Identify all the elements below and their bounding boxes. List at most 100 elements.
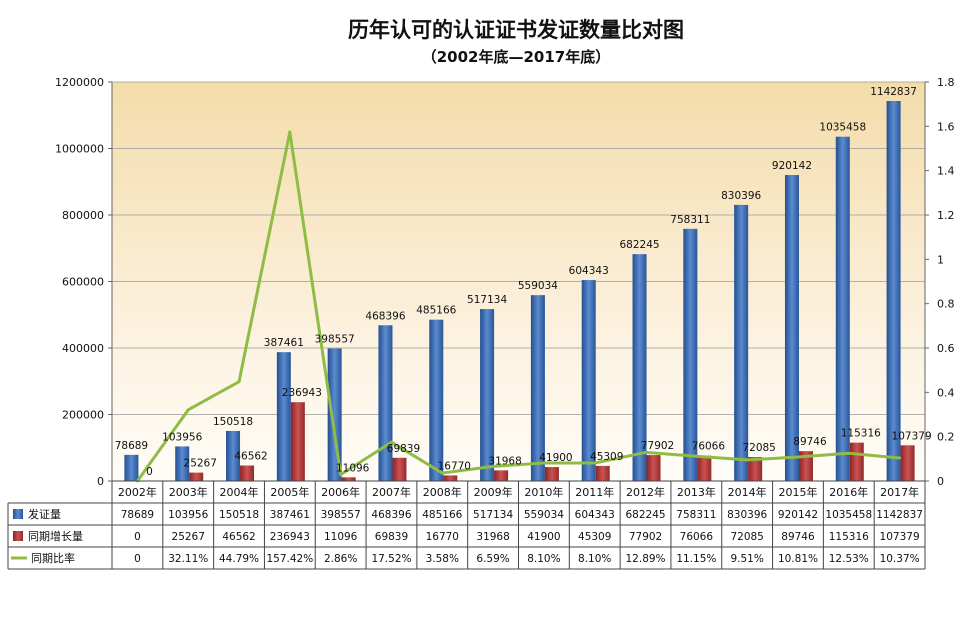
left-axis-tick-label: 200000 bbox=[62, 409, 104, 422]
right-axis-tick-label: 0.2 bbox=[937, 431, 955, 444]
data-label-growth: 41900 bbox=[539, 452, 572, 464]
bar-growth bbox=[697, 455, 712, 481]
ratio-point bbox=[593, 461, 597, 465]
data-label-growth: 76066 bbox=[692, 441, 726, 453]
left-axis-tick-label: 600000 bbox=[62, 276, 104, 289]
ratio-point bbox=[745, 458, 749, 462]
bar-growth bbox=[240, 465, 255, 481]
table-category: 2005年 bbox=[270, 485, 309, 499]
table-cell-growth: 25267 bbox=[172, 531, 205, 543]
legend-label-ratio: 同期比率 bbox=[31, 551, 75, 565]
bar-issued bbox=[378, 325, 393, 481]
table-cell-growth: 76066 bbox=[680, 531, 714, 543]
bar-growth bbox=[341, 477, 356, 481]
right-axis-tick-label: 0 bbox=[937, 475, 944, 488]
bar-growth bbox=[443, 475, 458, 481]
table-cell-ratio: 2.86% bbox=[324, 553, 357, 565]
table-cell-ratio: 8.10% bbox=[527, 553, 560, 565]
data-label-issued: 604343 bbox=[569, 265, 609, 277]
table-cell-issued: 1035458 bbox=[825, 509, 872, 521]
legend-key-growth bbox=[13, 531, 23, 541]
table-cell-growth: 115316 bbox=[829, 531, 869, 543]
bar-issued bbox=[530, 295, 545, 481]
bar-issued bbox=[835, 136, 850, 482]
table-cell-issued: 682245 bbox=[625, 509, 665, 521]
right-axis-tick-label: 0.6 bbox=[937, 342, 955, 355]
bar-growth bbox=[900, 445, 915, 481]
bar-growth bbox=[494, 470, 509, 481]
bar-growth bbox=[290, 402, 305, 481]
table-category: 2017年 bbox=[880, 485, 919, 499]
table-cell-issued: 150518 bbox=[219, 509, 259, 521]
right-axis-tick-label: 1.6 bbox=[937, 120, 955, 133]
ratio-point bbox=[288, 130, 292, 134]
legend-key-issued bbox=[13, 509, 23, 519]
bar-issued bbox=[226, 430, 241, 481]
bar-growth bbox=[392, 457, 407, 481]
table-category: 2016年 bbox=[829, 485, 868, 499]
table-cell-ratio: 9.51% bbox=[730, 553, 763, 565]
table-cell-growth: 72085 bbox=[730, 531, 763, 543]
data-label-issued: 830396 bbox=[721, 190, 761, 202]
table-cell-issued: 485166 bbox=[422, 509, 462, 521]
data-label-growth: 89746 bbox=[793, 436, 827, 448]
table-cell-issued: 758311 bbox=[676, 509, 716, 521]
ratio-point bbox=[542, 461, 546, 465]
data-label-growth: 46562 bbox=[234, 451, 267, 463]
right-axis-tick-label: 1.8 bbox=[937, 76, 955, 89]
table-category: 2013年 bbox=[677, 485, 716, 499]
ratio-point bbox=[491, 464, 495, 468]
table-cell-ratio: 8.10% bbox=[578, 553, 611, 565]
ratio-point bbox=[847, 451, 851, 455]
bar-issued bbox=[784, 175, 799, 481]
table-cell-growth: 89746 bbox=[781, 531, 815, 543]
ratio-point bbox=[440, 471, 444, 475]
table-cell-ratio: 44.79% bbox=[219, 553, 259, 565]
table-category: 2006年 bbox=[321, 485, 360, 499]
ratio-point bbox=[339, 473, 343, 477]
table-cell-growth: 46562 bbox=[222, 531, 255, 543]
table-cell-growth: 11096 bbox=[324, 531, 358, 543]
data-label-issued: 758311 bbox=[670, 214, 710, 226]
table-cell-issued: 398557 bbox=[321, 509, 361, 521]
table-cell-growth: 77902 bbox=[629, 531, 662, 543]
data-label-issued: 920142 bbox=[772, 160, 812, 172]
right-axis-tick-label: 0.8 bbox=[937, 298, 955, 311]
data-label-growth: 16770 bbox=[438, 460, 471, 472]
table-cell-ratio: 0 bbox=[134, 553, 141, 565]
bar-issued bbox=[276, 352, 291, 481]
table-cell-ratio: 11.15% bbox=[676, 553, 716, 565]
bar-issued bbox=[175, 446, 190, 481]
table-cell-issued: 78689 bbox=[121, 509, 154, 521]
ratio-point bbox=[186, 408, 190, 412]
data-label-issued: 398557 bbox=[315, 333, 355, 345]
left-axis-tick-label: 400000 bbox=[62, 342, 104, 355]
bars bbox=[124, 101, 915, 482]
bar-issued bbox=[886, 101, 901, 481]
data-label-growth: 115316 bbox=[841, 428, 881, 440]
table-cell-growth: 69839 bbox=[375, 531, 408, 543]
table-cell-ratio: 17.52% bbox=[371, 553, 411, 565]
table-cell-growth: 45309 bbox=[578, 531, 611, 543]
data-label-issued: 682245 bbox=[619, 239, 659, 251]
legend-label-growth: 同期增长量 bbox=[28, 529, 83, 543]
table-cell-growth: 107379 bbox=[880, 531, 920, 543]
left-axis-tick-label: 1200000 bbox=[55, 76, 104, 89]
data-label-growth: 236943 bbox=[282, 387, 322, 399]
data-label-growth: 25267 bbox=[184, 458, 217, 470]
table-cell-ratio: 10.81% bbox=[778, 553, 818, 565]
table-cell-issued: 920142 bbox=[778, 509, 818, 521]
table-cell-issued: 468396 bbox=[371, 509, 411, 521]
table-cell-issued: 387461 bbox=[270, 509, 310, 521]
table-cell-ratio: 12.89% bbox=[626, 553, 666, 565]
table-cell-growth: 0 bbox=[134, 531, 141, 543]
bar-growth bbox=[595, 465, 610, 481]
data-label-issued: 559034 bbox=[518, 280, 558, 292]
table-cell-issued: 604343 bbox=[575, 509, 615, 521]
right-axis-tick-label: 1 bbox=[937, 253, 944, 266]
table-cell-growth: 31968 bbox=[476, 531, 509, 543]
table-category: 2004年 bbox=[220, 485, 259, 499]
data-label-growth: 0 bbox=[146, 466, 153, 478]
data-label-issued: 78689 bbox=[115, 440, 148, 452]
